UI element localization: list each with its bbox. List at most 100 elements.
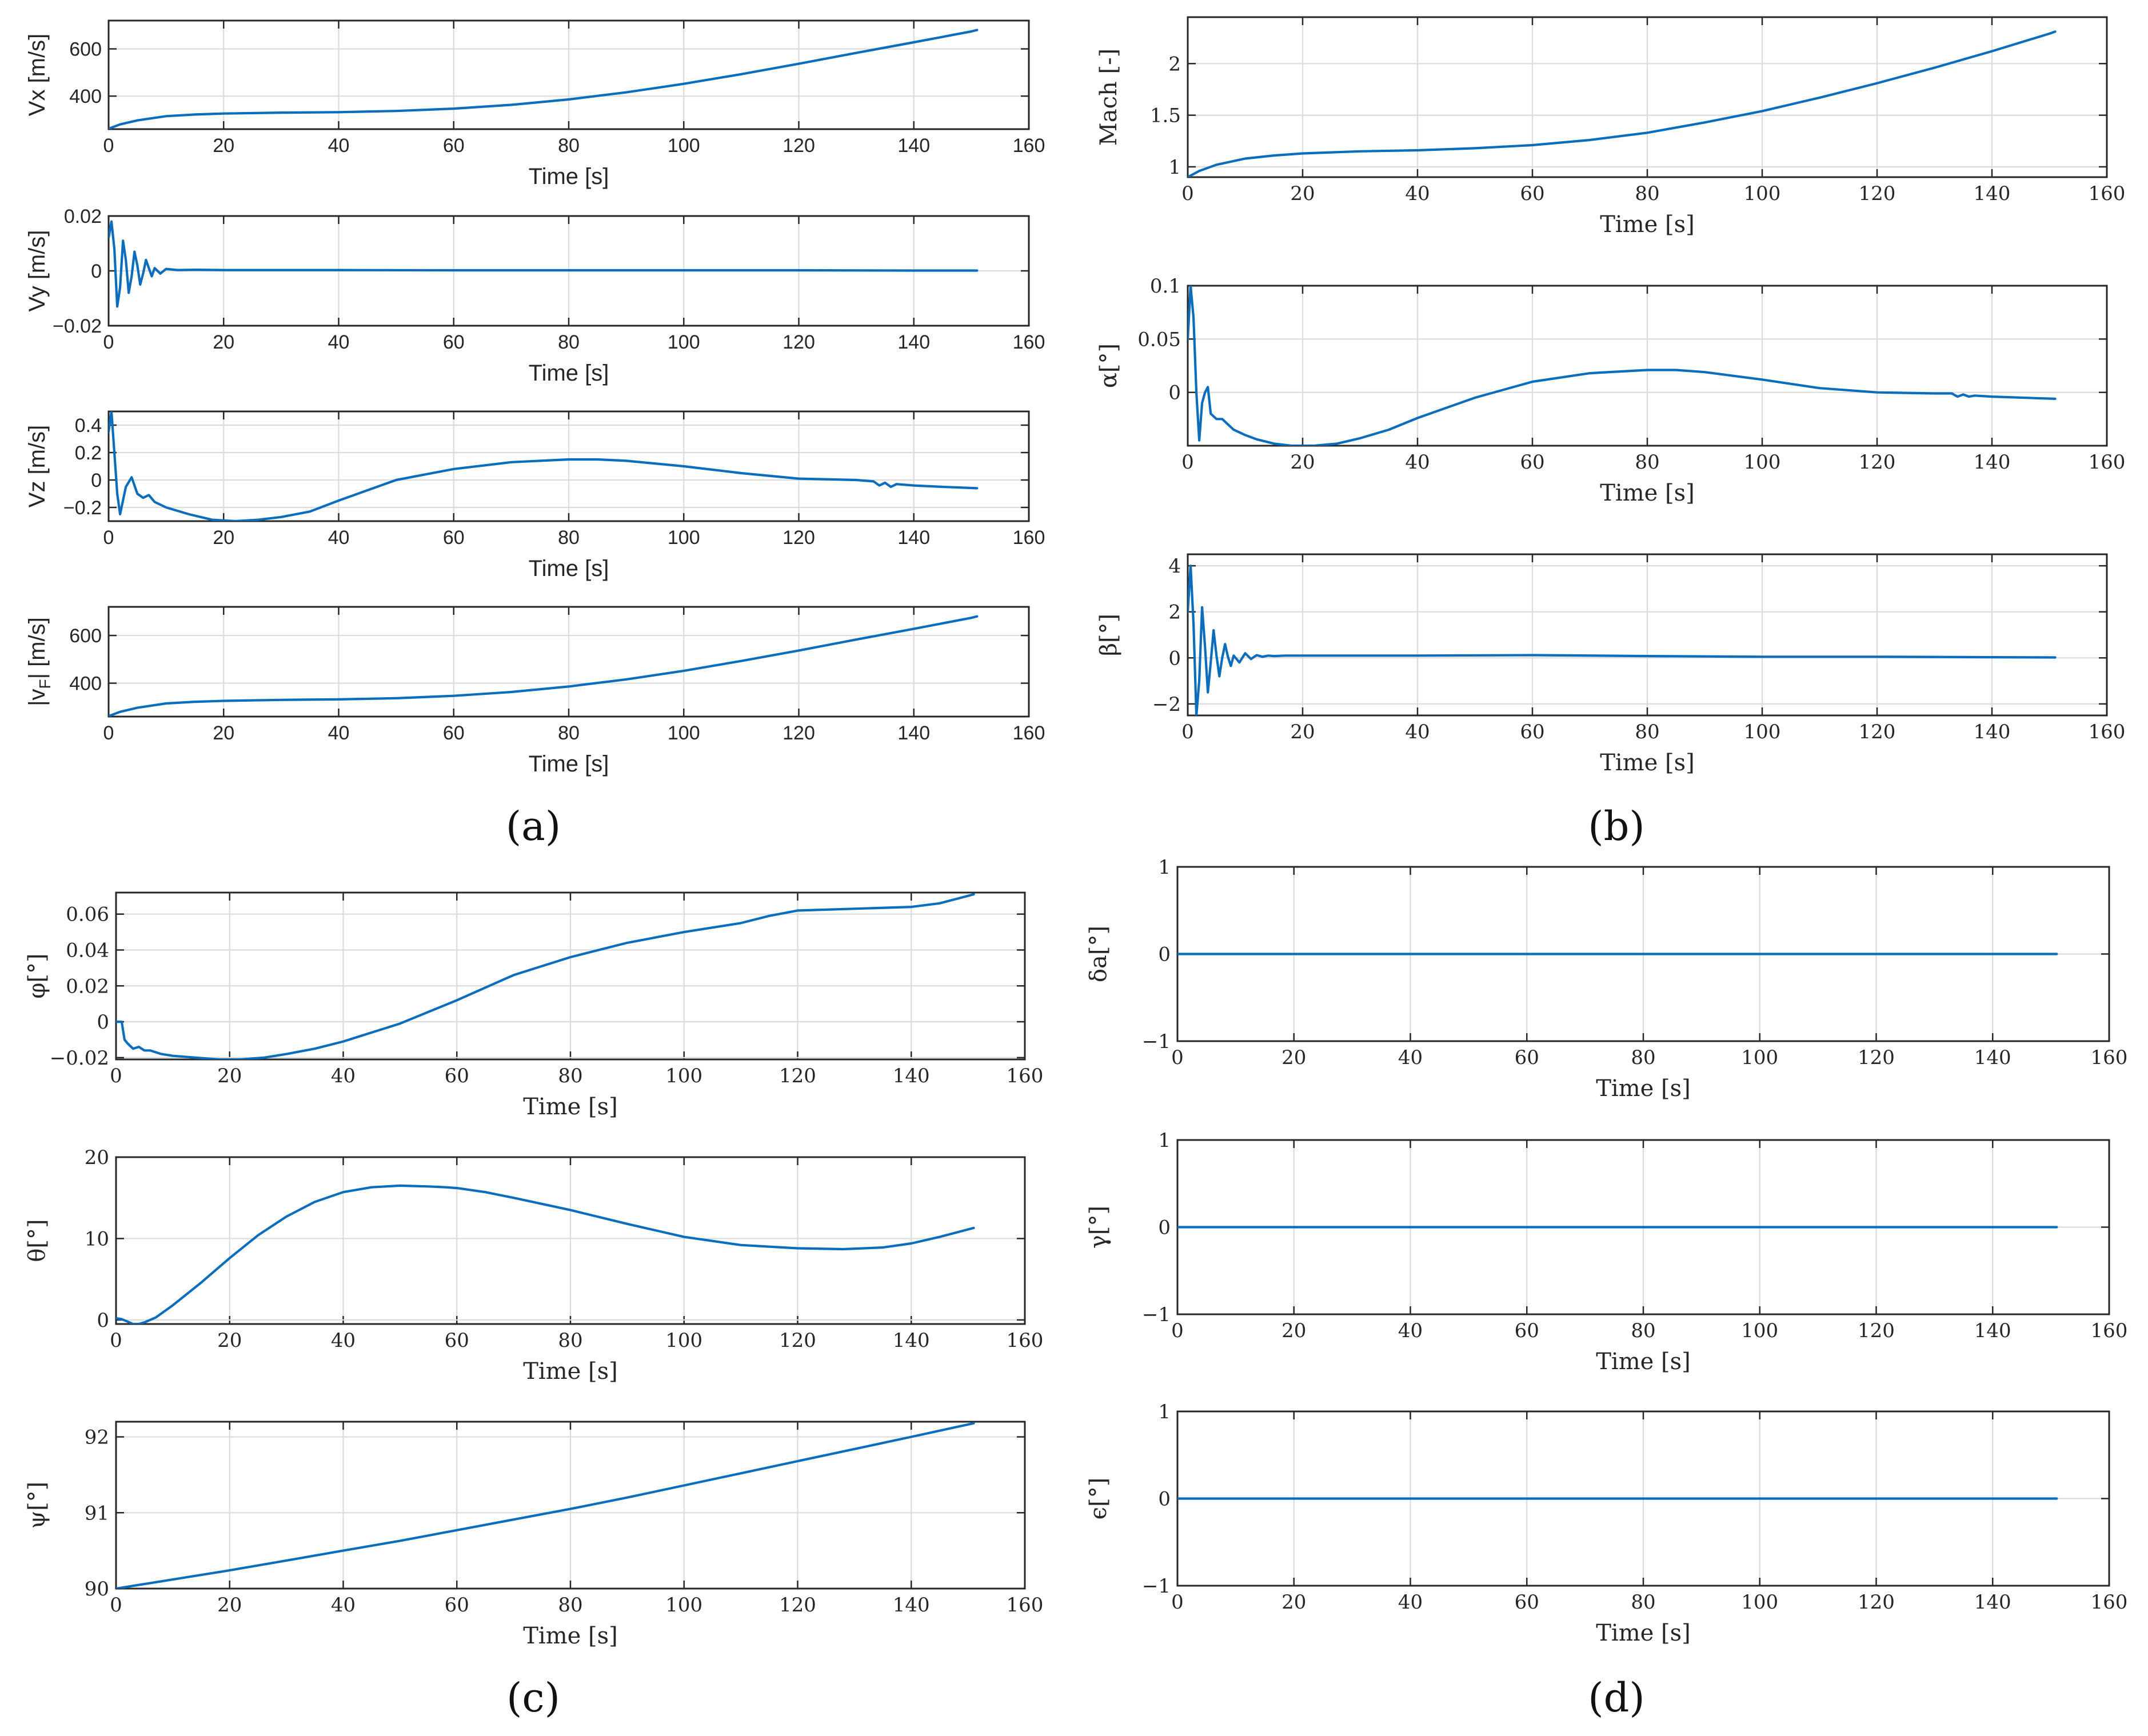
x-tick-label: 60	[1520, 182, 1544, 205]
x-tick-label: 40	[1398, 1319, 1423, 1342]
y-tick-label: 1	[1168, 156, 1181, 179]
x-tick-label: 20	[213, 331, 234, 353]
x-tick-label: 140	[897, 722, 930, 744]
x-tick-label: 40	[328, 135, 350, 157]
x-tick-label: 120	[779, 1065, 816, 1087]
chart-4: 0 20 40 60 80 100 120 140 160 400 600 Time [s] |vF| …	[25, 606, 1045, 777]
x-tick-label: 0	[1181, 721, 1194, 743]
y-tick-label: −1	[1142, 1575, 1171, 1598]
chart-1: 0 20 40 60 80 100 120 140 160 400 600 Time [s] Vx [m…	[25, 19, 1045, 189]
y-tick-label: 1.5	[1150, 105, 1181, 127]
y-tick-label: 0.04	[66, 939, 109, 962]
x-tick-label: 160	[1013, 722, 1045, 744]
x-tick-label: 100	[665, 1594, 702, 1617]
series-line	[109, 615, 979, 717]
x-tick-label: 40	[1398, 1046, 1423, 1069]
x-axis-label: Time [s]	[1600, 211, 1695, 238]
x-tick-label: 160	[1007, 1329, 1044, 1352]
x-tick-label: 20	[1281, 1046, 1306, 1069]
x-tick-label: 160	[2089, 451, 2126, 474]
x-tick-label: 140	[1974, 1046, 2011, 1069]
x-tick-label: 120	[782, 722, 815, 744]
y-tick-label: −0.02	[50, 1047, 109, 1070]
x-tick-label: 40	[331, 1329, 356, 1352]
x-tick-label: 40	[328, 331, 350, 353]
series-line	[109, 220, 979, 308]
x-tick-label: 160	[2091, 1591, 2128, 1614]
x-tick-label: 120	[1859, 182, 1896, 205]
x-tick-label: 20	[213, 527, 234, 549]
x-axis-label: Time [s]	[529, 164, 609, 189]
y-tick-label: 600	[69, 625, 102, 647]
x-tick-label: 100	[668, 527, 700, 549]
x-tick-label: 20	[217, 1594, 242, 1617]
y-tick-label: 90	[85, 1578, 109, 1601]
chart-10: 0 20 40 60 80 100 120 140 160 90 91 92 Time [s] ψ[°]	[24, 1421, 1044, 1649]
x-tick-label: 0	[1181, 451, 1194, 474]
x-axis-label: Time [s]	[523, 1094, 618, 1120]
chart-8: 0 20 40 60 80 100 120 140 160−0.0200.020.040.06T…	[24, 891, 1043, 1120]
x-tick-label: 80	[1631, 1046, 1655, 1069]
x-tick-label: 100	[1744, 451, 1781, 474]
x-tick-label: 40	[328, 527, 350, 549]
y-tick-label: −1	[1142, 1030, 1171, 1053]
x-axis-label: Time [s]	[1596, 1349, 1691, 1375]
x-tick-label: 140	[1974, 451, 2011, 474]
x-tick-label: 80	[1631, 1591, 1655, 1614]
x-tick-label: 100	[1744, 182, 1781, 205]
x-tick-label: 20	[1290, 451, 1315, 474]
x-tick-label: 20	[1290, 721, 1315, 743]
y-axis-label: Vx [m/s]	[25, 34, 50, 116]
x-tick-label: 160	[1013, 135, 1045, 157]
x-tick-label: 40	[331, 1065, 356, 1087]
x-axis-label: Time [s]	[523, 1358, 618, 1385]
x-tick-label: 0	[1171, 1319, 1184, 1342]
x-tick-label: 160	[2089, 721, 2126, 743]
x-tick-label: 120	[1858, 1046, 1895, 1069]
x-tick-label: 40	[331, 1594, 356, 1617]
x-tick-label: 0	[103, 331, 114, 353]
x-axis-label: Time [s]	[1600, 750, 1695, 776]
x-tick-label: 160	[1013, 527, 1045, 549]
y-tick-label: 2	[1168, 53, 1181, 75]
y-axis-label: Mach [-]	[1096, 49, 1122, 146]
x-tick-label: 120	[782, 527, 815, 549]
x-axis-label: Time [s]	[529, 556, 609, 581]
x-tick-label: 140	[893, 1329, 930, 1352]
x-tick-label: 160	[1007, 1594, 1044, 1617]
y-tick-label: 0	[1168, 647, 1181, 670]
x-axis-label: Time [s]	[529, 361, 609, 386]
x-tick-label: 20	[1281, 1319, 1306, 1342]
y-tick-label: −0.2	[63, 497, 102, 519]
x-tick-label: 20	[1281, 1591, 1306, 1614]
x-axis-label: Time [s]	[529, 751, 609, 777]
x-tick-label: 60	[1520, 451, 1544, 474]
x-tick-label: 140	[1974, 1319, 2011, 1342]
x-tick-label: 120	[779, 1329, 816, 1352]
x-tick-label: 80	[1635, 451, 1659, 474]
chart-6: 0 20 40 60 80 100 120 140 160 0 0.05 0.1 Time [s] α[°…	[1096, 275, 2125, 506]
x-tick-label: 120	[1858, 1591, 1895, 1614]
y-tick-label: 0	[97, 1309, 109, 1332]
x-tick-label: 100	[1744, 721, 1781, 743]
x-tick-label: 100	[665, 1065, 702, 1087]
y-tick-label: 0	[97, 1011, 109, 1034]
x-tick-label: 0	[1171, 1591, 1184, 1614]
x-tick-label: 140	[1974, 1591, 2011, 1614]
y-tick-label: 0	[1158, 1217, 1171, 1239]
series-line	[109, 29, 979, 129]
y-tick-label: 0	[1158, 943, 1171, 966]
x-tick-label: 60	[1515, 1046, 1539, 1069]
x-tick-label: 120	[1858, 1319, 1895, 1342]
x-tick-label: 140	[1974, 721, 2011, 743]
x-tick-label: 80	[558, 527, 580, 549]
x-tick-label: 0	[110, 1594, 122, 1617]
x-tick-label: 80	[1635, 182, 1659, 205]
panel-label-c: (c)	[506, 1674, 560, 1721]
y-tick-label: −0.02	[53, 315, 102, 337]
x-tick-label: 0	[103, 722, 114, 744]
x-tick-label: 100	[1741, 1319, 1778, 1342]
